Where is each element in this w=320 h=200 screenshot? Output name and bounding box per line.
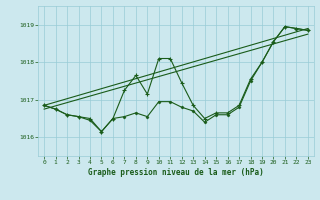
X-axis label: Graphe pression niveau de la mer (hPa): Graphe pression niveau de la mer (hPa): [88, 168, 264, 177]
